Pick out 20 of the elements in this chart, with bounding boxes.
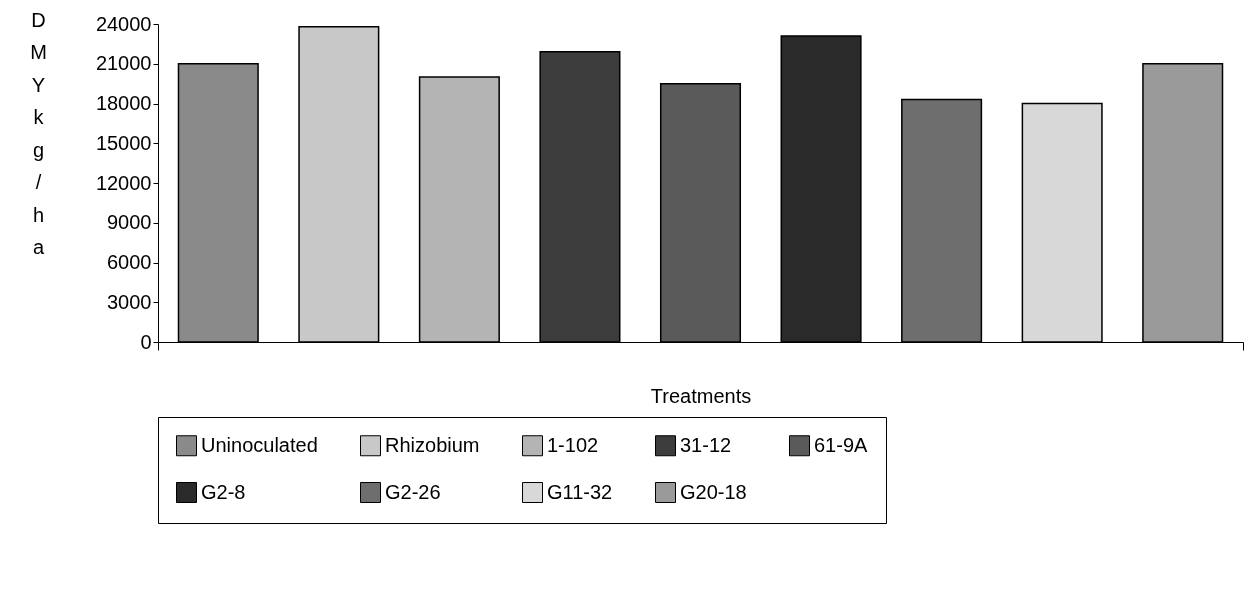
y-tick-label: 9000: [107, 211, 152, 234]
y-tick-label: 24000: [95, 12, 152, 35]
legend-label: G11-32: [547, 480, 613, 503]
y-tick-label: 15000: [95, 131, 152, 154]
legend-label: Uninoculated: [201, 433, 318, 456]
y-tick-label: 3000: [107, 290, 152, 313]
legend-label: G2-26: [385, 480, 441, 503]
x-axis-title: Treatments: [650, 385, 752, 407]
legend-label: 1-102: [547, 433, 599, 456]
y-tick-label: 6000: [107, 251, 152, 273]
y-tick-label: 0: [140, 330, 152, 353]
y-tick-label: 18000: [95, 92, 152, 114]
legend-label: Rhizobium: [385, 433, 480, 456]
legend-label: 61-9A: [814, 433, 869, 456]
y-axis-title: DMY kg/ha: [30, 8, 47, 258]
legend-label: G2-8: [201, 480, 246, 503]
legend-label: G20-18: [680, 480, 747, 503]
legend-label: 31-12: [680, 433, 732, 456]
y-tick-label: 21000: [95, 52, 152, 75]
y-tick-label: 12000: [95, 171, 152, 194]
